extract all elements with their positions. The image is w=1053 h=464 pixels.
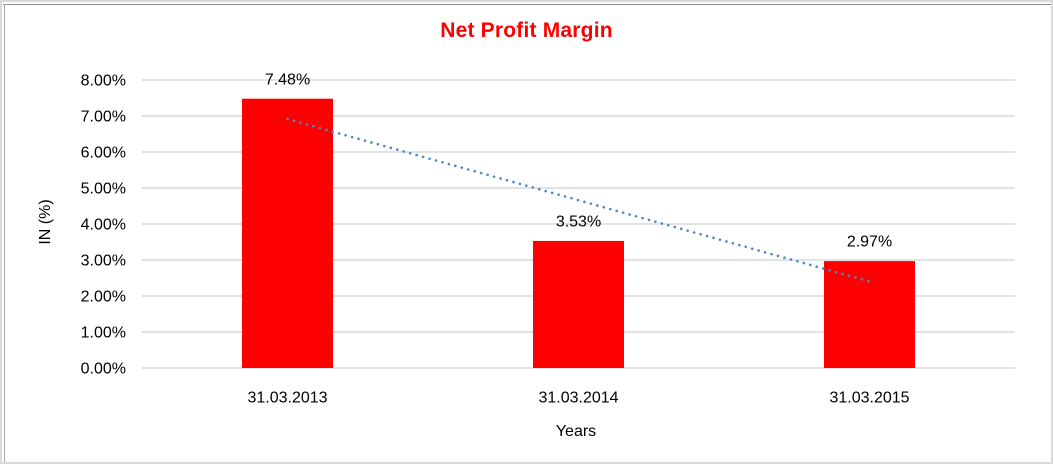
- y-tick-label: 1.00%: [81, 325, 126, 342]
- y-tick-label: 3.00%: [81, 253, 126, 270]
- y-tick-label: 7.00%: [81, 109, 126, 126]
- chart-inner-border-top: [3, 4, 1051, 5]
- x-tick-label: 31.03.2014: [538, 390, 618, 407]
- bar-value-label: 7.48%: [265, 71, 310, 88]
- x-axis-title: Years: [555, 423, 597, 440]
- x-tick-label: 31.03.2013: [247, 390, 327, 407]
- y-tick-label: 6.00%: [81, 145, 126, 162]
- x-tick-label: 31.03.2015: [829, 390, 909, 407]
- chart-title: Net Profit Margin: [440, 19, 613, 42]
- y-tick-label: 0.00%: [81, 361, 126, 378]
- bar: [824, 261, 915, 368]
- bar: [533, 240, 624, 368]
- y-axis-title: IN (%): [37, 199, 54, 245]
- chart-inner-border-left: [4, 4, 5, 462]
- y-tick-label: 2.00%: [81, 289, 126, 306]
- y-tick-label: 4.00%: [81, 217, 126, 234]
- y-tick-label: 5.00%: [81, 181, 126, 198]
- trendline: [286, 117, 871, 283]
- bar-value-label: 2.97%: [847, 234, 892, 251]
- bar-value-label: 3.53%: [556, 214, 601, 231]
- bar: [242, 98, 333, 368]
- y-tick-label: 8.00%: [81, 73, 126, 90]
